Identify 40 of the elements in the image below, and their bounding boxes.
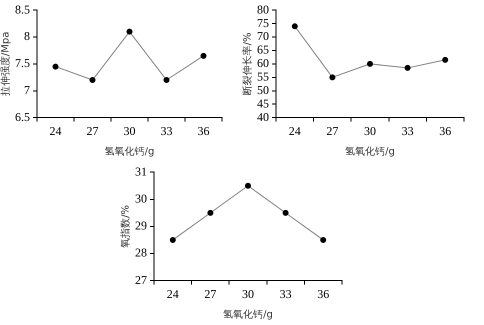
- x-tick-label: 30: [364, 124, 376, 138]
- x-tick-label: 33: [160, 124, 172, 138]
- y-tick-label: 40: [257, 110, 269, 124]
- x-tick-label: 33: [280, 286, 292, 301]
- x-tick-label: 30: [124, 124, 136, 138]
- y-tick-label: 45: [257, 96, 269, 110]
- x-tick-label: 27: [86, 124, 98, 138]
- y-tick-label: 27: [135, 272, 147, 287]
- y-tick-label: 80: [257, 2, 269, 16]
- y-axis-title: 断裂伸长率/%: [242, 32, 254, 96]
- x-tick-label: 36: [198, 124, 210, 138]
- y-tick-label: 50: [257, 82, 269, 97]
- x-tick-label: 24: [166, 286, 179, 301]
- y-tick-label: 29: [135, 218, 147, 233]
- x-tick-label: 36: [317, 286, 330, 301]
- x-axis-title: 氢氧化钙/g: [223, 308, 273, 321]
- x-tick-label: 24: [288, 124, 301, 138]
- y-tick-label: 70: [257, 29, 269, 44]
- x-tick-label: 27: [326, 124, 338, 138]
- x-tick-label: 27: [204, 286, 216, 301]
- y-axis-title: 拉伸强度/Mpa: [0, 32, 12, 96]
- y-tick-label: 65: [257, 42, 269, 57]
- y-tick-label: 8: [24, 29, 30, 44]
- y-tick-label: 28: [135, 246, 147, 260]
- y-tick-label: 7.5: [15, 56, 30, 70]
- y-tick-label: 6.5: [15, 110, 30, 124]
- y-axis-title: 氧指数/%: [120, 204, 132, 248]
- x-tick-label: 30: [242, 286, 254, 301]
- y-tick-label: 30: [135, 191, 147, 206]
- x-tick-label: 33: [402, 124, 414, 138]
- x-tick-label: 24: [50, 124, 62, 138]
- y-tick-label: 7: [24, 82, 30, 97]
- y-tick-label: 75: [257, 16, 269, 30]
- y-tick-label: 60: [257, 56, 269, 70]
- x-axis-title: 氢氧化钙/g: [345, 146, 395, 158]
- y-tick-label: 8.5: [15, 2, 30, 16]
- y-tick-label: 31: [135, 164, 147, 178]
- y-tick-label: 55: [257, 69, 269, 84]
- x-axis-title: 氢氧化钙/g: [104, 146, 154, 158]
- x-tick-label: 36: [439, 124, 452, 138]
